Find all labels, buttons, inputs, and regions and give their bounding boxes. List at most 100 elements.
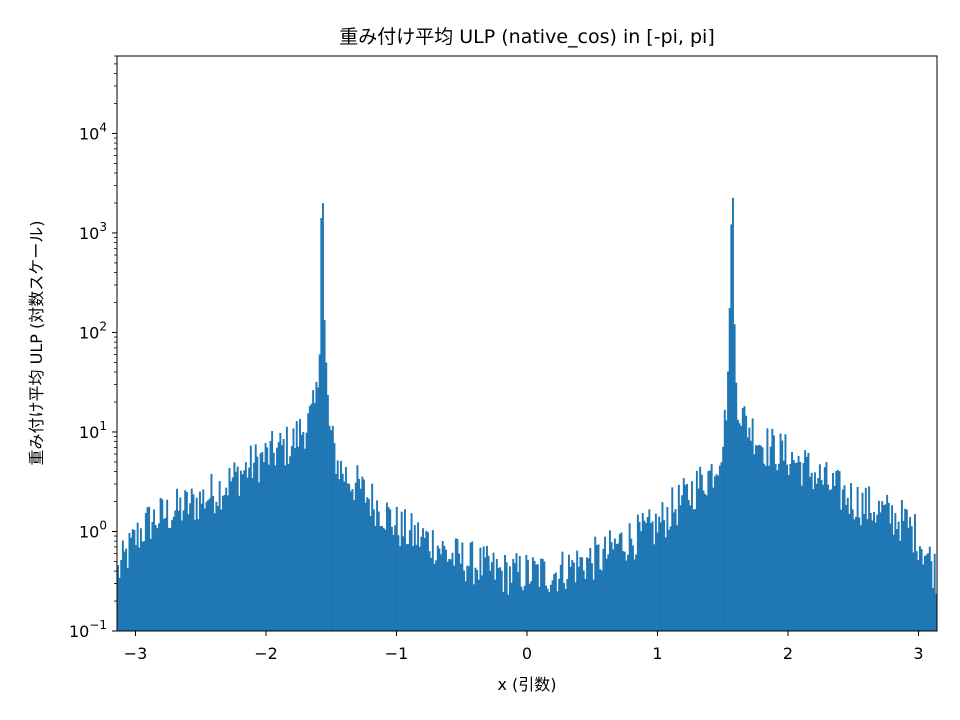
histogram-bar bbox=[646, 516, 649, 631]
histogram-bar bbox=[194, 519, 197, 631]
histogram-bar bbox=[185, 492, 188, 631]
histogram-bar bbox=[740, 425, 743, 631]
histogram-bar bbox=[656, 532, 659, 631]
histogram-bar bbox=[445, 549, 447, 631]
histogram-bar bbox=[474, 567, 477, 631]
histogram-bar bbox=[402, 536, 405, 631]
histogram-bar bbox=[349, 491, 352, 631]
histogram-bar bbox=[176, 488, 178, 631]
histogram-bar bbox=[364, 502, 367, 631]
y-tick-label: 103 bbox=[79, 220, 107, 243]
histogram-bar bbox=[863, 513, 866, 631]
histogram-bar bbox=[171, 520, 174, 631]
y-tick-label: 104 bbox=[79, 120, 107, 143]
histogram-bar bbox=[836, 470, 839, 631]
x-tick-label: 0 bbox=[522, 644, 532, 663]
histogram-bar bbox=[597, 544, 600, 631]
histogram-bar bbox=[589, 547, 592, 631]
histogram-bar bbox=[676, 525, 679, 631]
histogram-bar bbox=[269, 440, 272, 631]
histogram-bar bbox=[507, 594, 510, 631]
histogram-bar bbox=[369, 515, 372, 631]
histogram-bar bbox=[231, 477, 234, 631]
histogram-bar bbox=[348, 483, 351, 631]
histogram-bar bbox=[846, 497, 849, 631]
histogram-bar bbox=[151, 521, 154, 631]
histogram-bar bbox=[864, 487, 867, 631]
histogram-bar bbox=[392, 534, 395, 631]
histogram-bar bbox=[179, 497, 182, 631]
histogram-bar bbox=[276, 447, 279, 631]
histogram-bar bbox=[285, 426, 288, 631]
histogram-bar bbox=[664, 537, 667, 631]
histogram-bar bbox=[322, 203, 324, 631]
histogram-bar bbox=[128, 532, 131, 631]
histogram-bar bbox=[817, 478, 820, 631]
histogram-bar bbox=[764, 465, 767, 631]
histogram-bar bbox=[743, 406, 746, 631]
histogram-bar bbox=[874, 522, 877, 631]
histogram-bar bbox=[405, 544, 408, 631]
histogram-bar bbox=[727, 371, 730, 631]
histogram-bar bbox=[251, 478, 254, 631]
histogram-bar bbox=[686, 483, 689, 631]
histogram-bar bbox=[604, 536, 607, 631]
histogram-bar bbox=[779, 433, 782, 631]
histogram-bar bbox=[904, 508, 907, 631]
histogram-bar bbox=[859, 525, 862, 631]
histogram-bar bbox=[894, 513, 897, 631]
histogram-bar bbox=[600, 570, 603, 631]
histogram-bar bbox=[149, 538, 152, 631]
histogram-bar bbox=[809, 476, 812, 631]
histogram-bar bbox=[343, 481, 346, 631]
histogram-bar bbox=[774, 463, 777, 631]
histogram-bar bbox=[613, 538, 616, 631]
histogram-bar bbox=[225, 487, 228, 631]
histogram-bar bbox=[217, 506, 219, 631]
histogram-bar bbox=[689, 505, 692, 631]
histogram-bar bbox=[663, 520, 666, 631]
histogram-bar bbox=[610, 542, 613, 631]
histogram-bar bbox=[425, 530, 428, 631]
histogram-bar bbox=[456, 538, 459, 631]
histogram-bar bbox=[213, 513, 216, 631]
histogram-bar bbox=[540, 558, 543, 631]
histogram-bar bbox=[882, 505, 885, 631]
histogram-bar bbox=[159, 497, 162, 631]
histogram-bar bbox=[353, 500, 356, 631]
histogram-bar bbox=[459, 563, 462, 631]
histogram-bar bbox=[467, 566, 470, 631]
histogram-bar bbox=[579, 557, 582, 631]
histogram-bar bbox=[346, 483, 349, 631]
histogram-bar bbox=[640, 531, 643, 631]
histogram-bar bbox=[702, 490, 705, 631]
histogram-bar bbox=[615, 543, 618, 631]
histogram-bar bbox=[713, 476, 716, 631]
histogram-bar bbox=[802, 463, 805, 631]
histogram-bar bbox=[853, 519, 856, 631]
histogram-bar bbox=[141, 541, 144, 631]
histogram-bar bbox=[631, 545, 634, 631]
histogram-bar bbox=[161, 499, 164, 631]
histogram-bar bbox=[249, 445, 252, 631]
histogram-bar bbox=[586, 557, 588, 631]
histogram-bar bbox=[133, 529, 136, 631]
histogram-bar bbox=[476, 569, 479, 631]
histogram-bar bbox=[390, 526, 393, 631]
x-tick-label: −1 bbox=[385, 644, 409, 663]
histogram-bar bbox=[773, 435, 775, 631]
histogram-bar bbox=[820, 479, 823, 631]
histogram-bar bbox=[810, 472, 813, 631]
histogram-bar bbox=[184, 490, 187, 631]
histogram-bar bbox=[677, 484, 680, 631]
histogram-bar bbox=[574, 582, 577, 631]
histogram-bar bbox=[262, 462, 265, 631]
histogram-bar bbox=[404, 509, 406, 631]
histogram-bar bbox=[221, 495, 224, 631]
histogram-bar bbox=[167, 527, 170, 631]
histogram-bar bbox=[458, 553, 461, 631]
histogram-bar bbox=[722, 446, 725, 631]
histogram-bar bbox=[131, 529, 134, 631]
histogram-bar bbox=[330, 430, 333, 631]
histogram-bar bbox=[833, 485, 836, 631]
